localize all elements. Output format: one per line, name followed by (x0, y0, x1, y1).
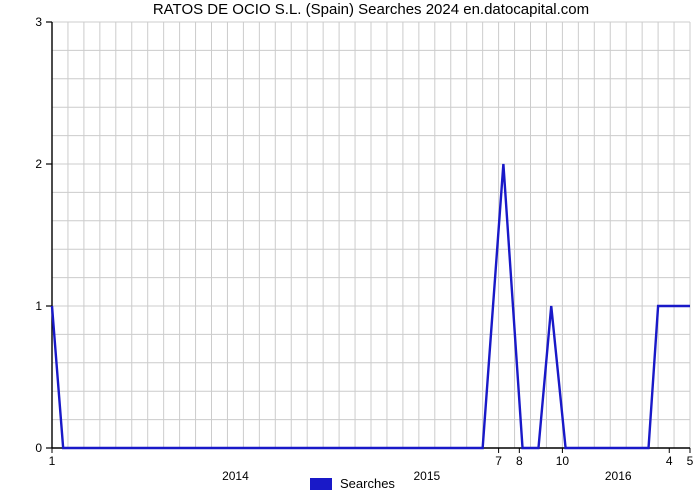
x-tick-label: 5 (687, 454, 694, 468)
y-tick-label: 1 (35, 299, 42, 313)
x-year-label: 2016 (605, 469, 632, 483)
line-chart: 01231781045201420152016RATOS DE OCIO S.L… (0, 0, 700, 500)
y-tick-label: 2 (35, 157, 42, 171)
chart-bg (0, 0, 700, 500)
x-tick-label: 8 (516, 454, 523, 468)
x-tick-label: 1 (49, 454, 56, 468)
chart-title: RATOS DE OCIO S.L. (Spain) Searches 2024… (153, 1, 589, 18)
x-tick-label: 10 (556, 454, 570, 468)
y-tick-label: 0 (35, 441, 42, 455)
legend-label: Searches (340, 476, 395, 491)
x-tick-label: 7 (495, 454, 502, 468)
y-tick-label: 3 (35, 15, 42, 29)
chart-container: 01231781045201420152016RATOS DE OCIO S.L… (0, 0, 700, 500)
legend-swatch (310, 478, 332, 490)
x-year-label: 2014 (222, 469, 249, 483)
x-tick-label: 4 (666, 454, 673, 468)
x-year-label: 2015 (413, 469, 440, 483)
